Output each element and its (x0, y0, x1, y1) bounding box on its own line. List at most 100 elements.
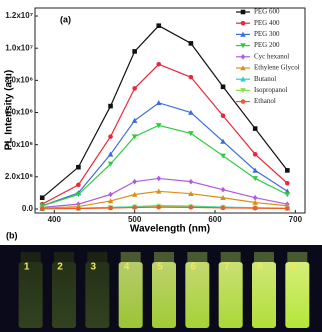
data-point (155, 123, 162, 129)
y-tick-label: 4.0x10⁶ (5, 140, 33, 149)
legend-label: Butanol (254, 75, 276, 83)
data-point (76, 182, 81, 188)
vial (185, 262, 210, 328)
data-point (252, 167, 258, 173)
legend-label: PEG 400 (254, 19, 280, 27)
data-point (252, 205, 258, 211)
vial-cap (120, 252, 141, 262)
x-tick-label: 400 (48, 215, 62, 224)
data-point (107, 151, 114, 157)
data-point (188, 131, 194, 137)
data-point (220, 84, 226, 90)
vial (118, 262, 143, 328)
data-point (188, 109, 194, 115)
annotation: (a) (60, 14, 71, 24)
vial-label: 2 (57, 262, 63, 273)
vial-label: 5 (157, 262, 163, 273)
data-point (252, 199, 258, 205)
vial-cap (220, 252, 241, 262)
data-point (252, 194, 258, 201)
legend-label: Ethylene Glycol (254, 64, 300, 72)
vial (152, 262, 176, 328)
data-point (156, 204, 162, 210)
data-point (107, 198, 114, 204)
data-point (75, 192, 82, 198)
data-point (188, 205, 194, 210)
legend-marker (240, 20, 246, 26)
data-point (76, 164, 81, 170)
legend-marker (240, 9, 246, 15)
data-point (220, 186, 226, 193)
vial (18, 262, 43, 328)
data-point (252, 152, 258, 157)
legend-marker (240, 88, 246, 94)
data-point (156, 23, 162, 28)
data-point (220, 113, 226, 119)
legend-label: Ethanol (254, 97, 276, 105)
data-point (132, 49, 137, 54)
legend-marker (240, 76, 246, 82)
data-point (131, 134, 138, 140)
data-point (108, 205, 113, 211)
data-point (220, 205, 226, 211)
vial-label: 3 (91, 262, 97, 273)
vial-cap (187, 252, 208, 262)
data-point (285, 206, 290, 211)
panel-label: (b) (6, 230, 18, 240)
data-point (108, 103, 113, 109)
data-point (188, 41, 194, 46)
legend-label: Cyc hexanol (254, 52, 289, 60)
vial-label: 9 (291, 262, 297, 273)
vial-cap (20, 252, 41, 262)
legend-marker (240, 43, 246, 49)
vial-label: 1 (24, 262, 30, 273)
data-point (156, 175, 162, 182)
vial-cap (54, 252, 74, 262)
vial-label: 8 (257, 262, 263, 273)
data-point (220, 153, 226, 159)
y-tick-label: 0.0 (22, 204, 34, 213)
data-point (156, 61, 162, 67)
data-point (252, 176, 258, 182)
data-point (285, 168, 290, 173)
data-point (155, 100, 162, 106)
legend-marker (240, 54, 246, 60)
data-point (131, 117, 138, 123)
x-tick-label: 500 (128, 215, 142, 224)
data-point (220, 138, 226, 144)
vial-label: 4 (124, 262, 130, 273)
data-point (188, 178, 194, 185)
data-point (220, 194, 226, 201)
data-point (285, 180, 290, 186)
data-point (39, 195, 45, 201)
legend-label: PEG 200 (254, 41, 280, 49)
legend-label: PEG 300 (254, 30, 280, 38)
vial (52, 262, 76, 328)
vial-label: 6 (191, 262, 197, 273)
legend-marker (240, 65, 246, 71)
data-point (108, 191, 113, 198)
data-point (252, 126, 258, 131)
data-point (155, 188, 162, 194)
vial (218, 262, 243, 328)
data-point (107, 161, 114, 167)
data-point (188, 74, 194, 80)
data-point (188, 190, 194, 197)
y-tick-label: 1.0x10⁷ (5, 43, 33, 52)
vial (285, 262, 310, 328)
x-tick-label: 600 (208, 215, 222, 224)
vial-cap (254, 252, 274, 262)
x-tick-label: 700 (289, 215, 303, 224)
vial (85, 262, 110, 328)
y-axis-title: PL Intensity (a.u) (4, 70, 15, 150)
y-tick-label: 6.0x10⁶ (5, 108, 33, 117)
series-line (42, 102, 288, 207)
legend-marker (240, 99, 246, 104)
vial (252, 262, 276, 328)
data-point (132, 178, 137, 185)
legend-label: Isopropanol (254, 86, 287, 94)
data-point (39, 206, 45, 212)
x-axis-title: Wavelength (nm) (130, 224, 210, 235)
